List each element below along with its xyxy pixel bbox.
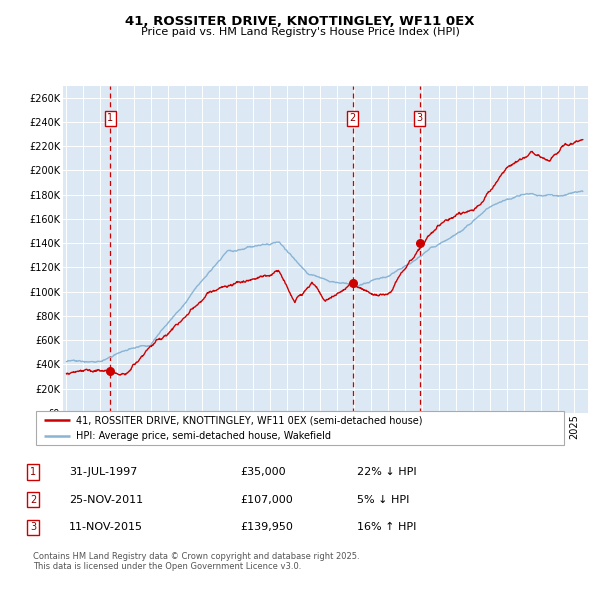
Text: 2: 2: [30, 495, 36, 504]
Text: 41, ROSSITER DRIVE, KNOTTINGLEY, WF11 0EX: 41, ROSSITER DRIVE, KNOTTINGLEY, WF11 0E…: [125, 15, 475, 28]
Text: 2: 2: [349, 113, 356, 123]
Text: 1: 1: [107, 113, 113, 123]
Text: 11-NOV-2015: 11-NOV-2015: [69, 523, 143, 532]
Text: 16% ↑ HPI: 16% ↑ HPI: [357, 523, 416, 532]
Text: Price paid vs. HM Land Registry's House Price Index (HPI): Price paid vs. HM Land Registry's House …: [140, 27, 460, 37]
Text: 3: 3: [30, 523, 36, 532]
Text: 22% ↓ HPI: 22% ↓ HPI: [357, 467, 416, 477]
Text: 31-JUL-1997: 31-JUL-1997: [69, 467, 137, 477]
Text: £139,950: £139,950: [240, 523, 293, 532]
Text: 5% ↓ HPI: 5% ↓ HPI: [357, 495, 409, 504]
Text: £35,000: £35,000: [240, 467, 286, 477]
FancyBboxPatch shape: [36, 411, 564, 445]
Text: 25-NOV-2011: 25-NOV-2011: [69, 495, 143, 504]
Text: 1: 1: [30, 467, 36, 477]
Text: 3: 3: [416, 113, 423, 123]
Text: HPI: Average price, semi-detached house, Wakefield: HPI: Average price, semi-detached house,…: [76, 431, 331, 441]
Text: £107,000: £107,000: [240, 495, 293, 504]
Text: 41, ROSSITER DRIVE, KNOTTINGLEY, WF11 0EX (semi-detached house): 41, ROSSITER DRIVE, KNOTTINGLEY, WF11 0E…: [76, 415, 422, 425]
Text: Contains HM Land Registry data © Crown copyright and database right 2025.
This d: Contains HM Land Registry data © Crown c…: [33, 552, 359, 571]
